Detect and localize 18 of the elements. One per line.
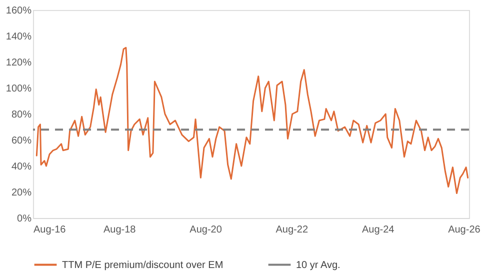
x-tick-label: Aug-26 — [448, 224, 481, 236]
x-tick-label: Aug-24 — [362, 224, 395, 236]
legend-label: TTM P/E premium/discount over EM — [62, 260, 224, 271]
x-tick-label: Aug-22 — [276, 224, 308, 236]
y-tick-label: 20% — [11, 188, 32, 198]
y-tick-label: 40% — [11, 162, 32, 172]
y-tick-label: 0% — [17, 214, 32, 224]
y-tick-label: 160% — [6, 6, 32, 16]
line-series — [36, 46, 469, 194]
x-tick-label: Aug-20 — [190, 224, 222, 236]
y-tick-label: 80% — [11, 110, 32, 120]
legend-label: 10 yr Avg. — [296, 260, 340, 271]
y-tick-label: 100% — [6, 84, 32, 94]
y-tick-label: 140% — [6, 32, 32, 42]
y-tick-label: 120% — [6, 58, 32, 68]
x-tick-label: Aug-16 — [34, 224, 66, 236]
x-tick-label: Aug-18 — [103, 224, 136, 236]
y-tick-label: 60% — [11, 136, 32, 146]
